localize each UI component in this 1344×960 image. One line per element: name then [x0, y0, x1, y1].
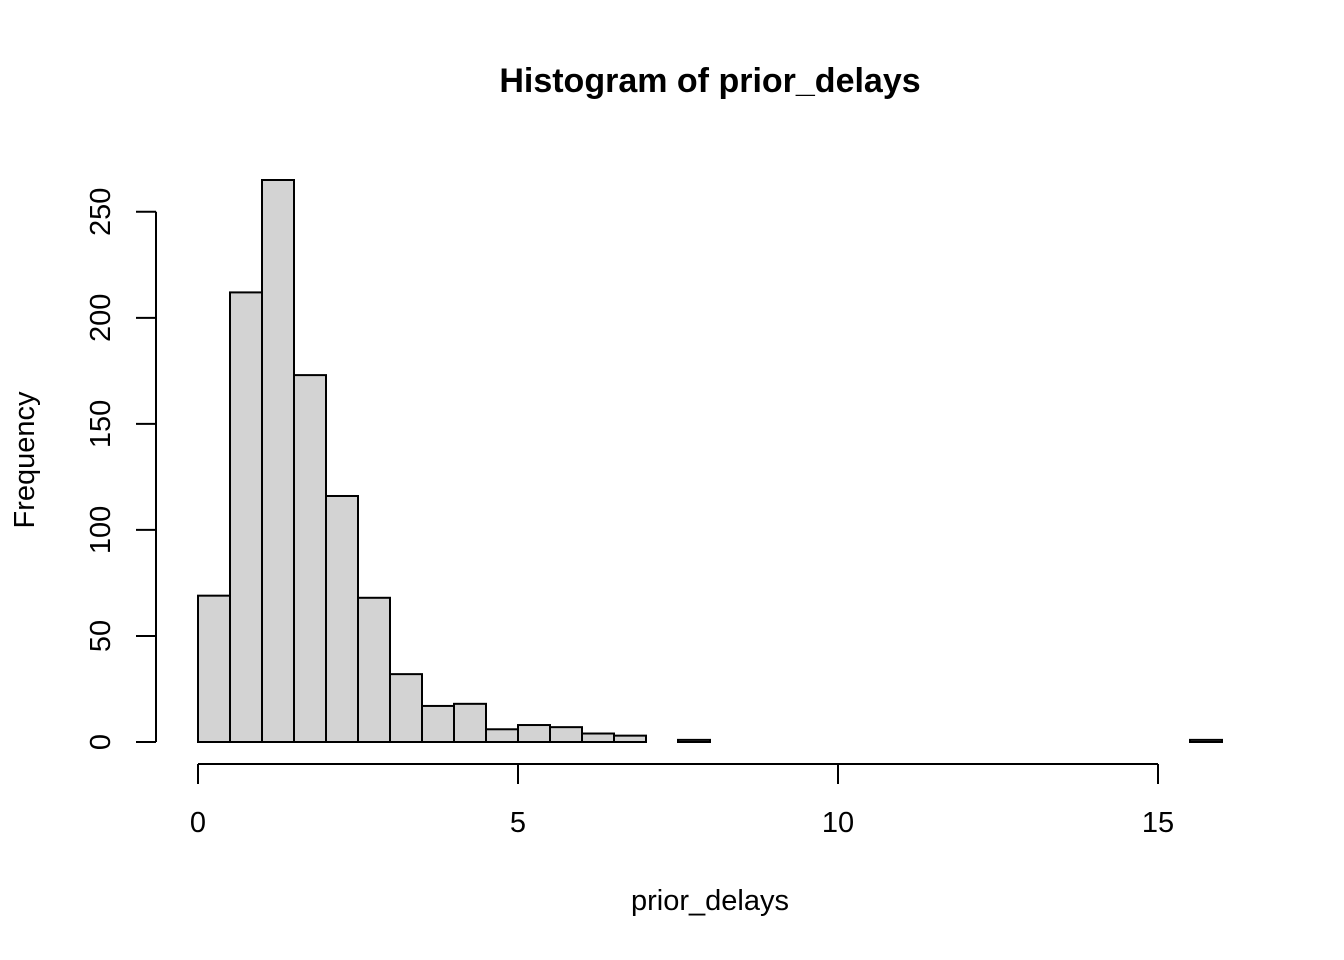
histogram-bar [229, 291, 263, 743]
x-tick-label: 5 [510, 807, 526, 839]
histogram-bar [677, 738, 711, 744]
y-axis-label: Frequency [9, 391, 41, 529]
histogram-bar [293, 374, 327, 743]
x-tick-label: 10 [822, 807, 854, 839]
y-tick-label: 150 [85, 400, 117, 448]
y-tick-label: 50 [85, 620, 117, 652]
x-axis-label: prior_delays [631, 885, 789, 917]
histogram-bar [581, 732, 615, 743]
histogram-bar [453, 702, 487, 743]
y-tick-label: 100 [85, 506, 117, 554]
histogram-bar [517, 724, 551, 743]
x-tick-label: 15 [1142, 807, 1174, 839]
x-tick-label: 0 [190, 807, 206, 839]
histogram-bar [325, 494, 359, 744]
y-tick-label: 0 [85, 734, 117, 750]
histogram-bar [261, 179, 295, 743]
histogram-bar [1189, 738, 1223, 744]
histogram-bar [549, 726, 583, 744]
histogram-bar [389, 673, 423, 744]
bars-group [197, 179, 1223, 744]
x-axis: 0 5 10 15 [190, 763, 1174, 839]
histogram-bar [421, 704, 455, 743]
y-axis: 0 50 100 150 200 250 [85, 188, 157, 750]
y-tick-label: 250 [85, 188, 117, 236]
chart-title: Histogram of prior_delays [499, 62, 920, 100]
histogram-bar [197, 594, 231, 743]
histogram-bar [485, 728, 519, 743]
y-tick-label: 200 [85, 294, 117, 342]
histogram-bar [357, 596, 391, 744]
histogram-bar [613, 734, 647, 744]
